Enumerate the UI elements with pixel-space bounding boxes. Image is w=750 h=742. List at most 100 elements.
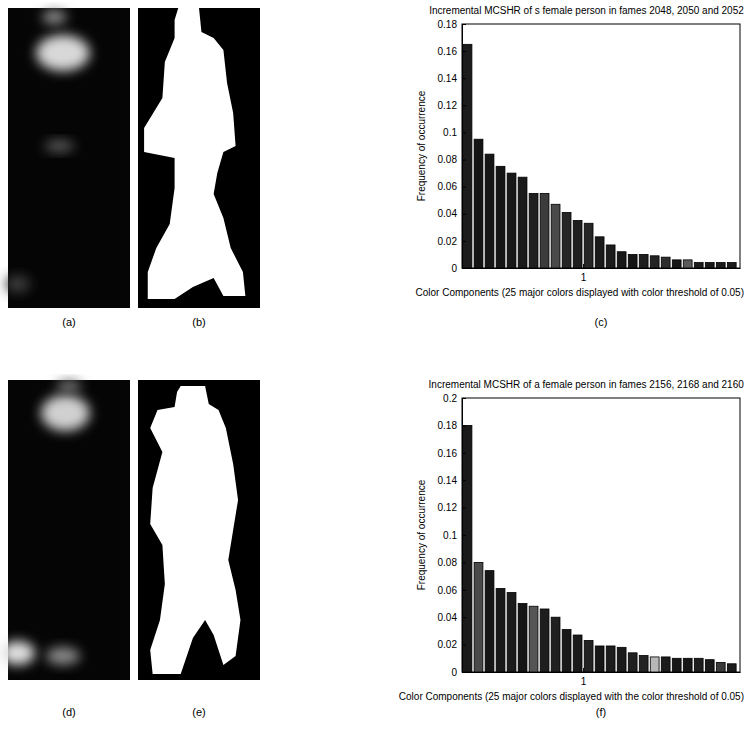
y-tick-label: 0.02	[438, 236, 458, 247]
y-tick: 0.04	[438, 208, 466, 219]
y-tick: 0.16	[438, 448, 466, 459]
plot-frame	[462, 398, 740, 672]
bar	[518, 604, 527, 673]
y-tick-mark	[462, 160, 466, 161]
bar	[595, 646, 604, 672]
bar	[540, 609, 549, 672]
bar	[507, 173, 516, 268]
bar	[573, 635, 582, 672]
y-tick-mark	[462, 645, 466, 646]
bar	[705, 263, 714, 268]
x-tick-label: 1	[581, 676, 587, 687]
y-tick: 0.2	[443, 393, 466, 404]
y-tick-mark	[462, 562, 466, 563]
bar	[584, 640, 593, 672]
y-tick-mark	[462, 617, 466, 618]
bars	[463, 425, 736, 672]
image-blob	[1, 641, 35, 665]
axis-line	[463, 268, 741, 269]
axis-line	[463, 672, 741, 673]
y-tick-label: 0.16	[438, 448, 458, 459]
y-tick: 0.14	[438, 73, 466, 84]
bar	[694, 263, 703, 268]
axis-line	[462, 25, 463, 269]
y-tick: 0.02	[438, 639, 466, 650]
bar	[463, 44, 472, 268]
y-tick-label: 0.1	[443, 127, 457, 138]
plot-frame	[462, 24, 740, 268]
y-tick: 0.12	[438, 100, 466, 111]
bar	[474, 139, 483, 268]
figure: (a)(b)(d)(e)00.020.040.060.080.10.120.14…	[0, 0, 750, 742]
bar-chart: 00.020.040.060.080.10.120.140.160.180.21…	[399, 379, 744, 702]
bar	[496, 588, 505, 672]
panel-label: (d)	[62, 706, 75, 718]
image-blob	[46, 647, 80, 665]
bar	[518, 177, 527, 268]
x-tick-label: 1	[581, 272, 587, 283]
y-tick: 0.08	[438, 557, 466, 568]
y-tick-mark	[462, 535, 466, 536]
y-tick-label: 0.1	[443, 530, 457, 541]
bar	[650, 256, 659, 268]
panel-label: (a)	[62, 316, 75, 328]
bar	[639, 656, 648, 672]
x-tick: 1	[581, 264, 587, 283]
panel-label: (c)	[595, 316, 608, 328]
y-tick: 0.14	[438, 475, 466, 486]
y-tick-label: 0.12	[438, 502, 458, 513]
y-tick-label: 0.04	[438, 208, 458, 219]
image-blob	[36, 35, 90, 71]
bar	[661, 257, 670, 268]
bar	[661, 657, 670, 672]
bar	[474, 562, 483, 672]
image-blob	[45, 140, 74, 152]
image-background	[8, 8, 130, 308]
image-blob	[57, 380, 81, 392]
y-tick-mark	[462, 24, 466, 25]
y-tick-mark	[462, 425, 466, 426]
x-tick-mark	[583, 668, 584, 672]
bar	[727, 664, 736, 672]
bar	[529, 606, 538, 672]
mask-silhouette	[144, 8, 245, 299]
y-tick-mark	[462, 590, 466, 591]
bar	[463, 425, 472, 672]
y-tick-mark	[462, 78, 466, 79]
panel-label: (e)	[192, 706, 205, 718]
bar	[606, 245, 615, 268]
y-tick: 0.12	[438, 502, 466, 513]
mask-background	[138, 8, 260, 308]
y-tick-label: 0.06	[438, 181, 458, 192]
bar	[628, 653, 637, 672]
x-axis: 1	[463, 264, 741, 283]
bar	[507, 593, 516, 672]
image-blob	[42, 10, 66, 25]
y-tick-label: 0.08	[438, 557, 458, 568]
y-tick-mark	[462, 480, 466, 481]
bar	[573, 221, 582, 268]
y-tick-mark	[462, 453, 466, 454]
chart-title: Incremental MCSHR of a female person in …	[429, 379, 745, 390]
y-tick-label: 0.04	[438, 612, 458, 623]
bar	[562, 630, 571, 672]
y-tick-label: 0.08	[438, 154, 458, 165]
bar	[672, 260, 681, 268]
x-axis: 1	[463, 668, 741, 687]
y-tick-label: 0.02	[438, 639, 458, 650]
y-tick-label: 0.14	[438, 475, 458, 486]
y-tick: 0.06	[438, 181, 466, 192]
y-tick-mark	[462, 398, 466, 399]
bar	[705, 660, 714, 672]
y-tick-label: 0.16	[438, 46, 458, 57]
bar	[672, 658, 681, 672]
bar	[617, 252, 626, 268]
bar	[551, 204, 560, 268]
bar	[617, 647, 626, 672]
x-axis-title: Color Components (25 major colors displa…	[416, 287, 745, 298]
image-blob	[6, 275, 30, 293]
bar	[639, 254, 648, 268]
bar	[562, 212, 571, 268]
bar	[694, 658, 703, 672]
panel-label: (b)	[192, 316, 205, 328]
